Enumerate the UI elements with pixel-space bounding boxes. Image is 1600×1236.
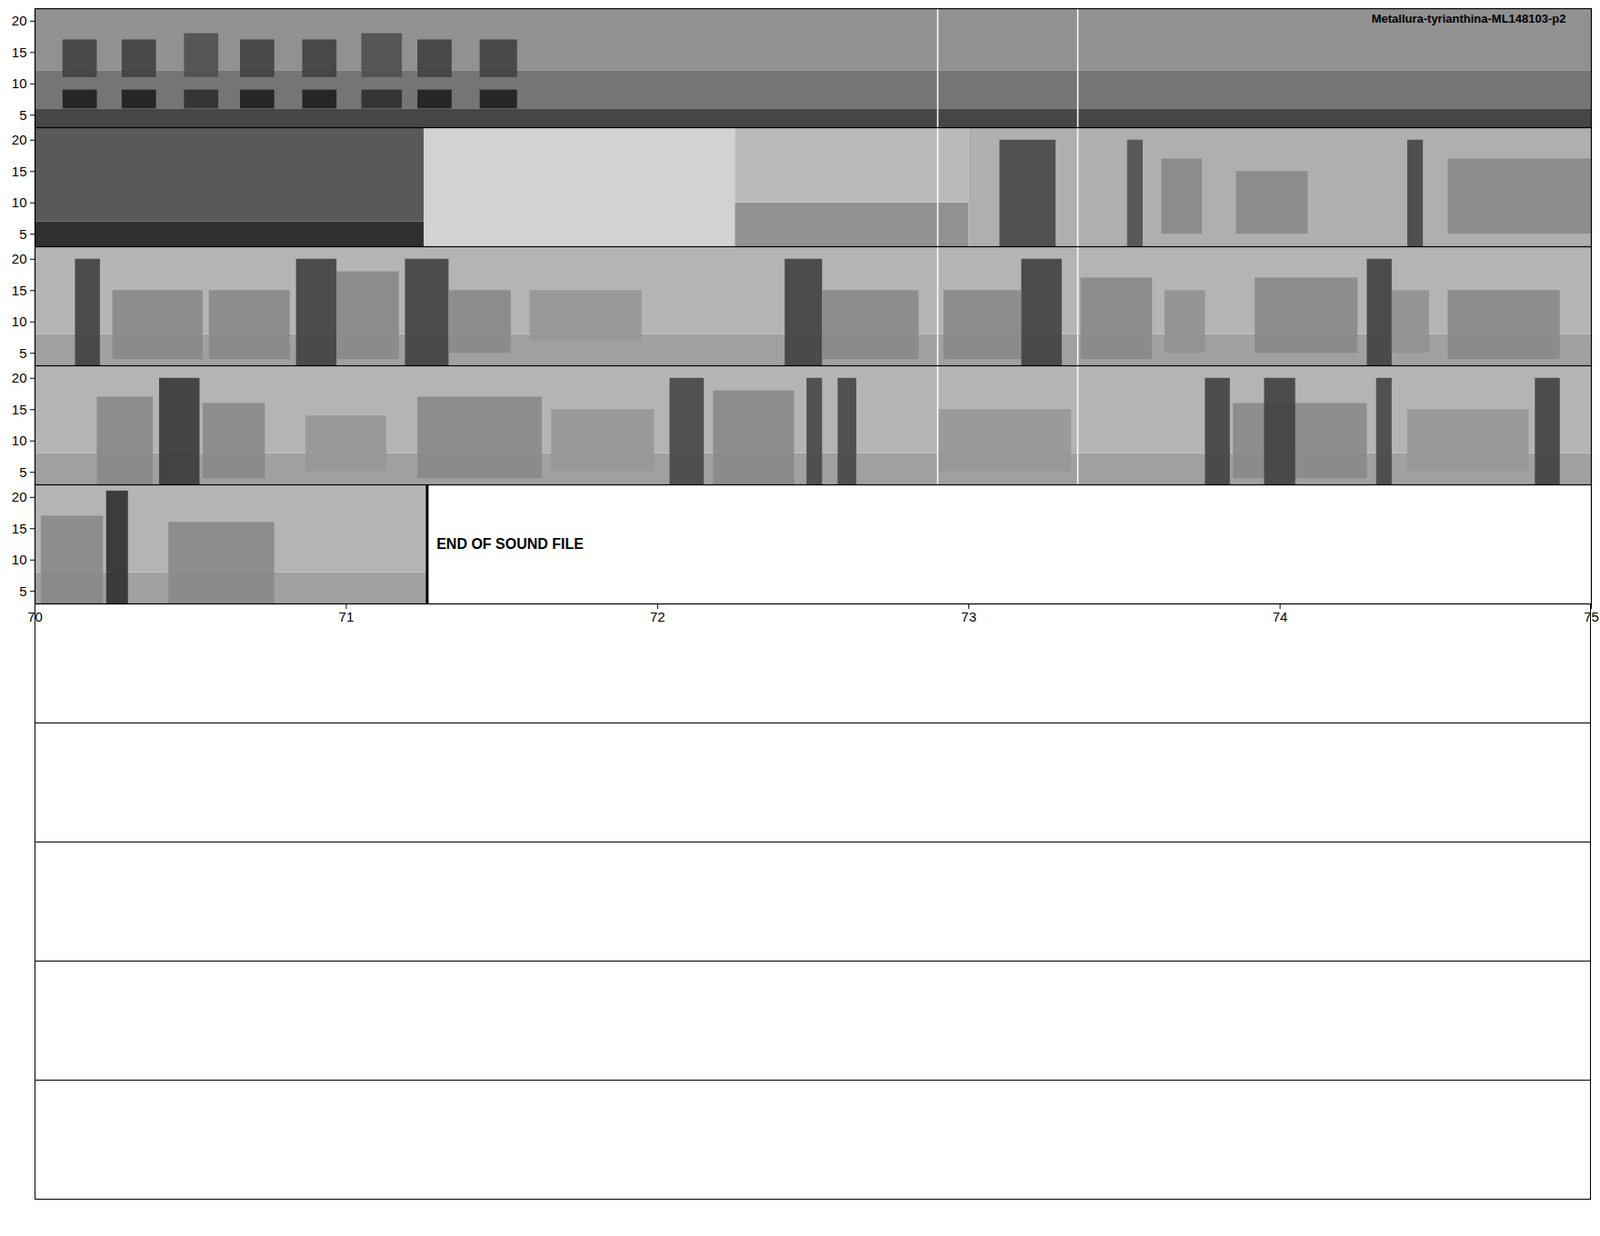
svg-text:72: 72 [650,609,666,625]
svg-text:10: 10 [11,194,28,210]
svg-text:END OF SOUND FILE: END OF SOUND FILE [436,536,584,552]
svg-text:15: 15 [11,401,28,418]
svg-text:20: 20 [11,131,28,148]
svg-text:5: 5 [19,107,27,123]
svg-text:10: 10 [11,313,28,330]
svg-text:5: 5 [19,583,27,600]
svg-text:73: 73 [960,609,977,625]
svg-text:10: 10 [11,551,28,568]
svg-text:15: 15 [11,163,28,180]
svg-text:70: 70 [27,609,43,625]
svg-text:74: 74 [1272,609,1289,625]
svg-text:5: 5 [19,464,27,480]
svg-text:Metallura-tyrianthina-ML148103: Metallura-tyrianthina-ML148103-p2 [1371,11,1567,26]
svg-text:20: 20 [11,489,28,505]
svg-text:20: 20 [11,370,28,386]
svg-text:10: 10 [11,432,28,449]
svg-text:75: 75 [1583,609,1600,625]
svg-text:5: 5 [19,345,27,361]
svg-text:20: 20 [11,250,28,267]
svg-text:10: 10 [11,75,28,91]
svg-text:15: 15 [11,282,28,299]
svg-text:15: 15 [11,520,28,537]
svg-text:20: 20 [11,12,28,29]
svg-text:71: 71 [339,609,355,625]
svg-text:15: 15 [11,44,28,60]
svg-text:5: 5 [19,226,27,242]
